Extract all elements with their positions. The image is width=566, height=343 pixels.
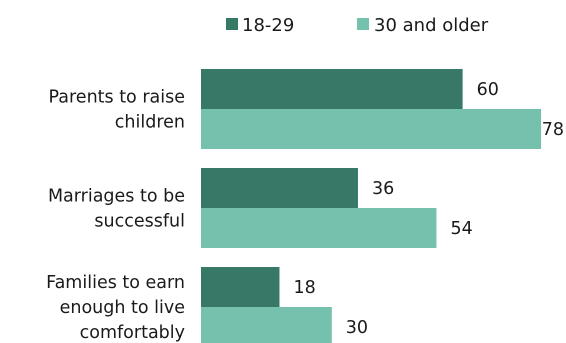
- category-label-2-line-2: successful: [94, 212, 185, 232]
- value-label-3-series-2: 30: [346, 318, 368, 338]
- value-label-2-series-1: 36: [372, 179, 394, 199]
- legend-swatch-1: [226, 18, 238, 30]
- legend-label-2: 30 and older: [374, 15, 489, 36]
- bar-3-series-2: [201, 307, 332, 343]
- category-label-1-line-1: Parents to raise: [49, 88, 186, 108]
- bars: [201, 69, 542, 343]
- value-label-1-series-1: 60: [477, 80, 499, 100]
- value-labels: 60 78 36 54 18 30: [293, 80, 564, 338]
- legend-swatch-2: [357, 18, 369, 30]
- category-labels: Parents to raise children Marriages to be s…: [46, 88, 185, 343]
- value-label-2-series-2: 54: [450, 219, 472, 239]
- category-label-3-line-2: enough to live: [60, 298, 185, 318]
- bar-1-series-1: [201, 69, 463, 109]
- bar-1-series-2: [201, 109, 542, 149]
- value-label-1-series-2: 78: [542, 120, 564, 140]
- bar-2-series-2: [201, 208, 437, 248]
- category-label-2-line-1: Marriages to be: [48, 187, 185, 207]
- legend: 18-29 30 and older: [226, 15, 489, 36]
- bar-3-series-1: [201, 267, 280, 307]
- category-label-3-line-3: comfortably: [80, 323, 185, 343]
- legend-label-1: 18-29: [242, 15, 294, 36]
- bar-2-series-1: [201, 168, 358, 208]
- category-label-3-line-1: Families to earn: [46, 273, 185, 293]
- value-label-3-series-1: 18: [293, 278, 315, 298]
- category-label-1-line-2: children: [115, 113, 185, 133]
